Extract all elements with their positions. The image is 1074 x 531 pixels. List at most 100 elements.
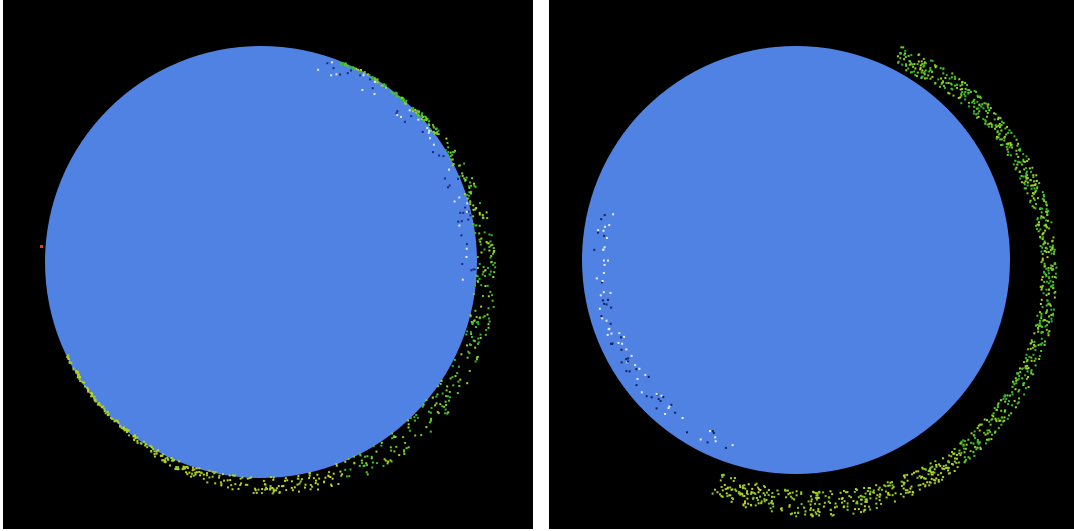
point [754, 483, 757, 486]
point [1048, 288, 1051, 291]
point [469, 203, 472, 206]
point [1049, 285, 1052, 288]
point [988, 420, 991, 423]
point [461, 174, 464, 177]
point [1041, 276, 1044, 278]
point [1024, 365, 1027, 368]
point [839, 491, 842, 494]
point [975, 107, 978, 110]
point [358, 452, 361, 455]
point [178, 460, 181, 463]
point [763, 500, 766, 503]
point [1046, 324, 1048, 327]
point [931, 70, 934, 73]
point [444, 400, 447, 403]
point [934, 479, 937, 482]
point [711, 492, 714, 495]
point [901, 63, 904, 66]
point [662, 396, 665, 398]
point [1003, 139, 1006, 142]
point [465, 176, 468, 179]
point [1023, 168, 1026, 171]
point [977, 95, 980, 98]
point [485, 241, 488, 243]
point [1039, 235, 1042, 238]
point [602, 248, 605, 251]
point [912, 65, 915, 68]
point [1044, 246, 1047, 249]
point [932, 478, 935, 481]
point [810, 498, 813, 501]
point [464, 179, 467, 181]
point [446, 142, 449, 144]
point [911, 493, 914, 496]
point [414, 434, 417, 437]
point [767, 502, 770, 505]
point [942, 476, 945, 478]
point [818, 491, 821, 494]
point [262, 479, 265, 482]
point [954, 77, 957, 80]
point [370, 457, 373, 460]
point [464, 206, 467, 209]
point [729, 494, 732, 497]
point [706, 441, 709, 444]
point [1011, 393, 1014, 396]
point [438, 154, 441, 157]
point [749, 503, 752, 506]
point [598, 307, 601, 310]
point [429, 137, 431, 140]
point [1013, 383, 1016, 386]
point [962, 439, 965, 442]
point [1042, 231, 1045, 234]
point [831, 514, 834, 517]
point [1041, 207, 1044, 210]
point [941, 478, 944, 481]
point [973, 110, 975, 113]
point [1052, 314, 1055, 317]
point [40, 245, 43, 248]
point [780, 509, 783, 512]
point [902, 483, 905, 486]
point [904, 491, 907, 494]
point [746, 493, 749, 496]
point [797, 506, 799, 509]
point [1022, 384, 1025, 386]
point [493, 271, 496, 274]
point [742, 504, 745, 507]
point [1011, 385, 1014, 388]
point [865, 498, 868, 501]
point [383, 458, 386, 461]
point [979, 446, 982, 449]
point [828, 496, 831, 499]
point [923, 477, 926, 479]
point [973, 105, 976, 108]
point [492, 252, 494, 255]
point [997, 116, 1000, 119]
point [466, 382, 469, 385]
point [1044, 272, 1047, 275]
point [998, 116, 1001, 119]
point [621, 342, 624, 345]
point [460, 353, 463, 356]
point [1049, 280, 1052, 283]
point [931, 465, 934, 468]
point [469, 201, 472, 203]
point [487, 242, 490, 245]
point [856, 500, 859, 503]
point [479, 243, 482, 246]
point [359, 74, 362, 77]
point [1045, 311, 1048, 313]
point [386, 462, 389, 465]
point [1050, 248, 1053, 251]
point [426, 118, 429, 121]
point [471, 177, 474, 180]
point [427, 410, 430, 413]
point [1015, 382, 1018, 385]
point [953, 452, 956, 455]
point [739, 493, 742, 496]
point [711, 430, 714, 433]
point [1046, 256, 1049, 259]
point [773, 495, 776, 498]
point [721, 489, 724, 492]
